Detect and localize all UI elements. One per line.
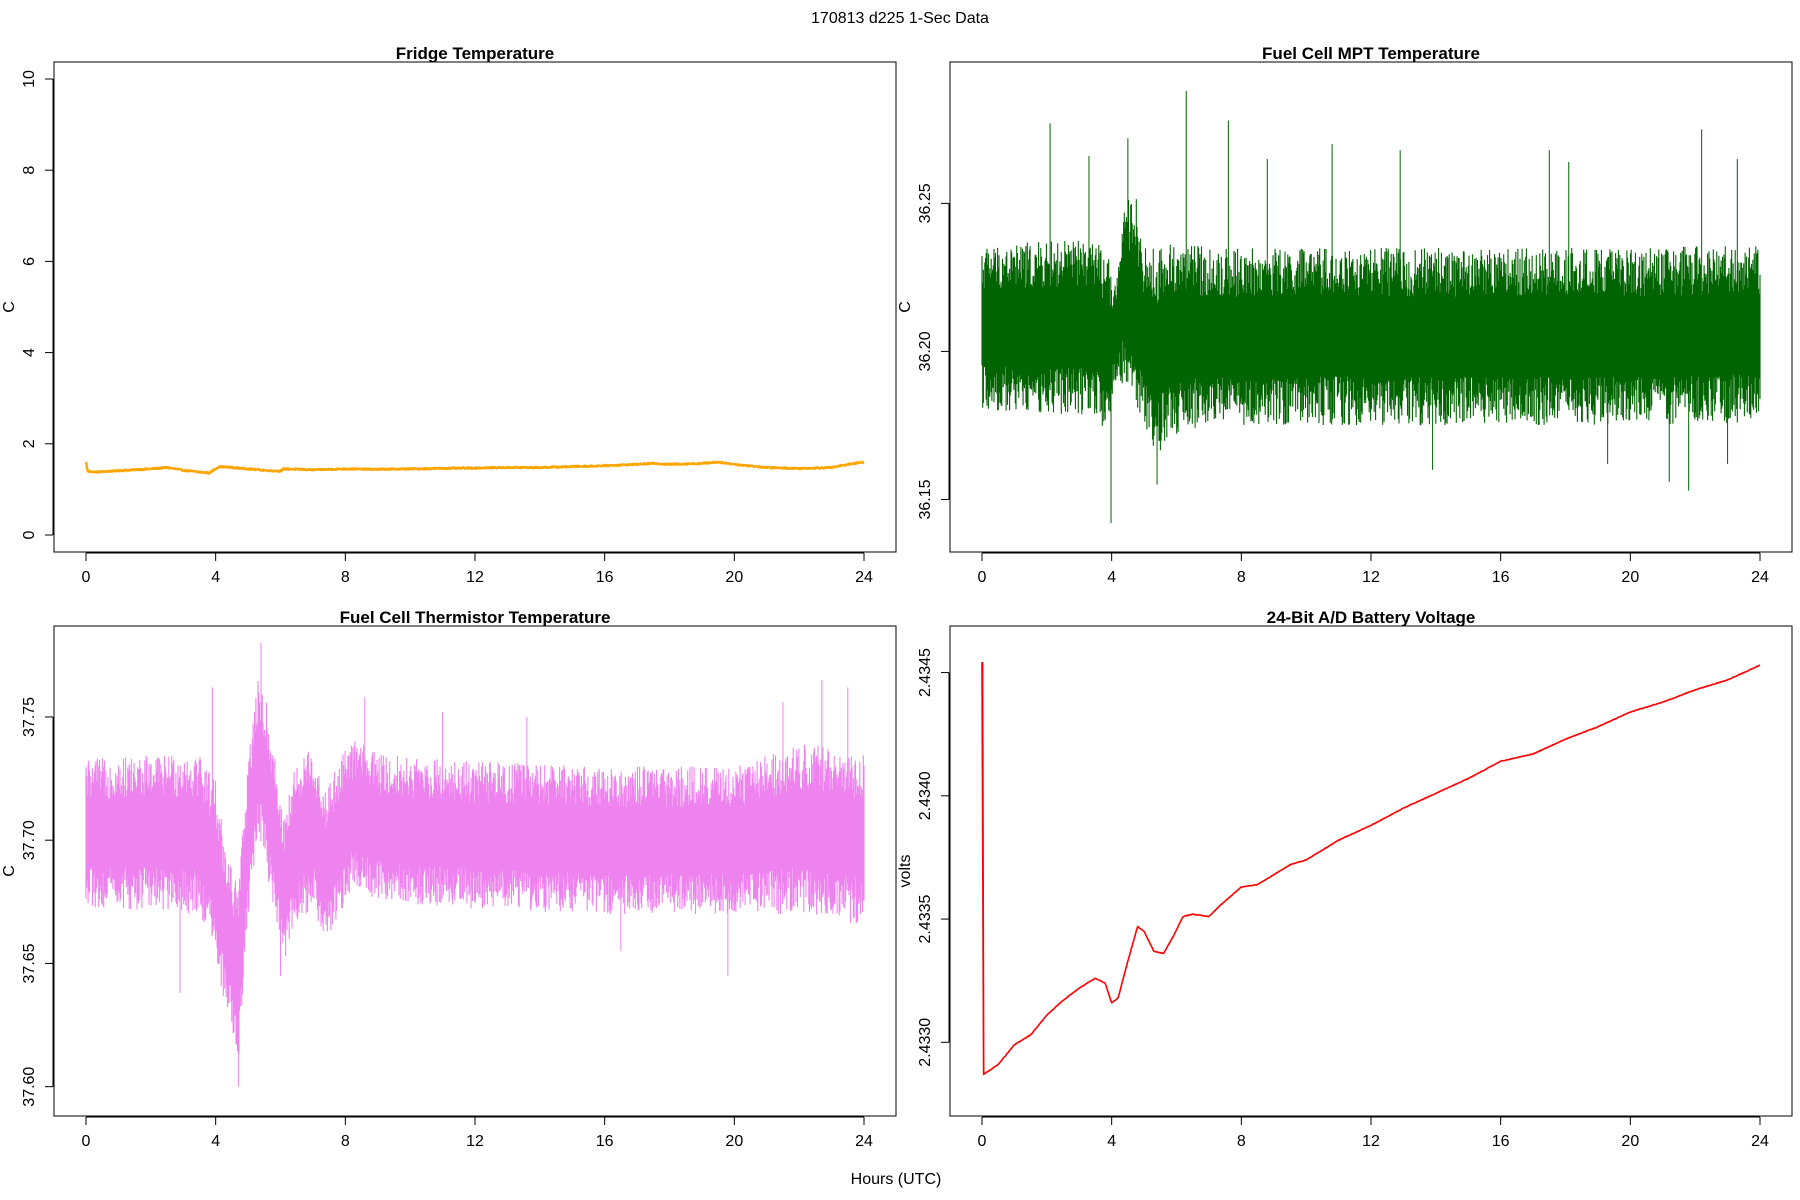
thermistor-x-tick-label: 12 bbox=[466, 1133, 484, 1150]
mpt-x-tick-label: 4 bbox=[1107, 569, 1116, 586]
mpt-y-axis-label: C bbox=[897, 301, 914, 313]
fridge-title: Fridge Temperature bbox=[396, 44, 554, 63]
battery-series-line bbox=[981, 661, 1761, 1076]
mpt-x-tick-label: 0 bbox=[978, 569, 987, 586]
mpt-x-tick-label: 16 bbox=[1492, 569, 1510, 586]
fridge-x-tick-label: 24 bbox=[855, 569, 873, 586]
fridge-y-tick-label: 8 bbox=[21, 166, 38, 175]
thermistor-y-axis-label: C bbox=[1, 865, 18, 877]
fridge-x-tick-label: 12 bbox=[466, 569, 484, 586]
fridge-series-line bbox=[84, 460, 865, 475]
thermistor-x-tick-label: 20 bbox=[725, 1133, 743, 1150]
battery-x-tick-label: 4 bbox=[1107, 1133, 1116, 1150]
thermistor-y-tick-label: 37.70 bbox=[21, 820, 38, 860]
thermistor-title: Fuel Cell Thermistor Temperature bbox=[340, 608, 611, 627]
battery-x-tick-label: 8 bbox=[1237, 1133, 1246, 1150]
panel-thermistor: Fuel Cell Thermistor Temperature 0 4 8 12 16 2… bbox=[1, 608, 897, 1150]
fridge-y-tick-label: 10 bbox=[21, 70, 38, 88]
battery-title: 24-Bit A/D Battery Voltage bbox=[1267, 608, 1476, 627]
fridge-y-tick-label: 2 bbox=[21, 439, 38, 448]
thermistor-y-tick-label: 37.60 bbox=[21, 1067, 38, 1107]
fridge-y-tick-label: 6 bbox=[21, 257, 38, 266]
battery-y-tick-label: 2.4335 bbox=[917, 894, 934, 943]
battery-x-tick-label: 0 bbox=[978, 1133, 987, 1150]
mpt-title: Fuel Cell MPT Temperature bbox=[1262, 44, 1480, 63]
thermistor-x-tick-label: 4 bbox=[211, 1133, 220, 1150]
fridge-y-tick-label: 0 bbox=[21, 530, 38, 539]
mpt-x-tick-label: 8 bbox=[1237, 569, 1246, 586]
fridge-x-tick-label: 0 bbox=[82, 569, 91, 586]
battery-y-axis-label: volts bbox=[897, 855, 914, 888]
thermistor-series-band bbox=[85, 681, 865, 1054]
mpt-x-tick-label: 12 bbox=[1362, 569, 1380, 586]
mpt-plot-frame bbox=[949, 61, 1793, 553]
thermistor-y-tick-label: 37.75 bbox=[21, 697, 38, 737]
battery-plot-frame bbox=[949, 625, 1793, 1117]
mpt-x-tick-label: 24 bbox=[1751, 569, 1769, 586]
fridge-x-tick-label: 8 bbox=[341, 569, 350, 586]
battery-y-tick-label: 2.4330 bbox=[917, 1018, 934, 1067]
thermistor-x-tick-label: 24 bbox=[855, 1133, 873, 1150]
thermistor-x-tick-label: 0 bbox=[82, 1133, 91, 1150]
mpt-y-tick-label: 36.25 bbox=[917, 183, 934, 223]
fridge-y-tick-label: 4 bbox=[21, 348, 38, 357]
battery-y-tick-label: 2.4340 bbox=[917, 771, 934, 820]
thermistor-plot-frame bbox=[53, 625, 897, 1117]
mpt-y-tick-label: 36.20 bbox=[917, 331, 934, 371]
fridge-plot-frame bbox=[53, 61, 897, 553]
battery-x-tick-label: 12 bbox=[1362, 1133, 1380, 1150]
mpt-x-tick-label: 20 bbox=[1621, 569, 1639, 586]
mpt-series-band bbox=[981, 199, 1761, 451]
fridge-x-tick-label: 4 bbox=[211, 569, 220, 586]
battery-x-tick-label: 24 bbox=[1751, 1133, 1769, 1150]
mpt-y-tick-label: 36.15 bbox=[917, 479, 934, 519]
thermistor-x-tick-label: 16 bbox=[596, 1133, 614, 1150]
thermistor-y-tick-label: 37.65 bbox=[21, 943, 38, 983]
battery-x-tick-label: 16 bbox=[1492, 1133, 1510, 1150]
shared-x-axis-label: Hours (UTC) bbox=[851, 1171, 942, 1188]
panel-mpt: Fuel Cell MPT Temperature 0 4 8 12 16 20 24 36.1… bbox=[897, 44, 1793, 586]
thermistor-x-tick-label: 8 bbox=[341, 1133, 350, 1150]
battery-x-tick-label: 20 bbox=[1621, 1133, 1639, 1150]
battery-y-tick-label: 2.4345 bbox=[917, 648, 934, 697]
fridge-x-tick-label: 16 bbox=[596, 569, 614, 586]
fridge-x-tick-label: 20 bbox=[725, 569, 743, 586]
panel-battery: 24-Bit A/D Battery Voltage 0 4 8 12 16 20 24 2.4… bbox=[897, 608, 1793, 1150]
fridge-y-axis-label: C bbox=[1, 301, 18, 313]
figure-title: 170813 d225 1-Sec Data bbox=[811, 10, 989, 27]
